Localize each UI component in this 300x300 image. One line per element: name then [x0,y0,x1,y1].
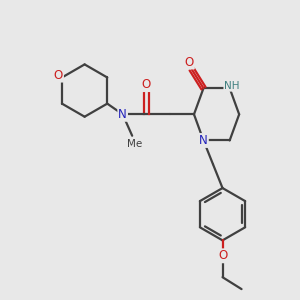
Text: NH: NH [224,81,240,91]
Text: O: O [218,249,227,262]
Text: O: O [142,78,151,91]
Text: N: N [199,134,208,147]
Text: O: O [184,56,194,68]
Text: O: O [54,69,63,82]
Text: N: N [118,108,127,121]
Text: Me: Me [127,139,142,149]
